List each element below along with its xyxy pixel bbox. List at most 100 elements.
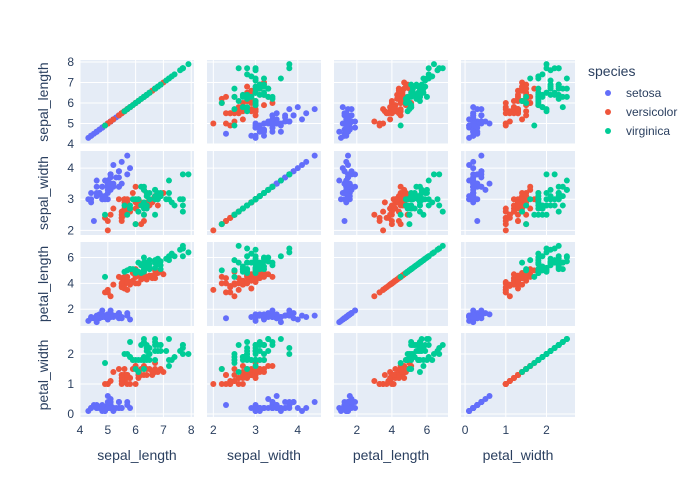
data-point-virginica bbox=[179, 202, 186, 209]
data-point-versicolor bbox=[223, 289, 229, 296]
data-point-virginica bbox=[252, 75, 259, 82]
data-point-versicolor bbox=[523, 108, 530, 115]
data-point-virginica bbox=[244, 339, 251, 345]
data-point-versicolor bbox=[519, 196, 526, 203]
points bbox=[85, 61, 192, 141]
data-point-virginica bbox=[179, 342, 186, 348]
data-point-setosa bbox=[273, 110, 280, 117]
data-point-virginica bbox=[555, 95, 562, 102]
data-point-virginica bbox=[555, 183, 562, 190]
data-point-setosa bbox=[273, 402, 280, 408]
data-point-versicolor bbox=[515, 106, 521, 113]
data-point-virginica bbox=[551, 171, 558, 178]
data-point-virginica bbox=[547, 81, 554, 88]
data-point-virginica bbox=[269, 95, 276, 102]
data-point-versicolor bbox=[223, 372, 229, 378]
data-point-setosa bbox=[265, 405, 272, 411]
data-point-virginica bbox=[265, 348, 272, 354]
data-point-virginica bbox=[252, 85, 259, 92]
data-point-versicolor bbox=[383, 381, 390, 387]
data-point-setosa bbox=[113, 405, 120, 411]
data-point-setosa bbox=[346, 180, 353, 187]
data-point-virginica bbox=[231, 354, 238, 360]
data-point-setosa bbox=[269, 128, 276, 135]
data-point-virginica bbox=[146, 351, 153, 357]
data-point-virginica bbox=[165, 257, 172, 264]
data-point-versicolor bbox=[376, 381, 383, 387]
data-point-versicolor bbox=[235, 381, 242, 387]
data-point-virginica bbox=[165, 336, 172, 342]
data-point-setosa bbox=[290, 399, 297, 405]
data-point-versicolor bbox=[502, 289, 509, 296]
data-point-versicolor bbox=[218, 381, 225, 387]
data-point-virginica bbox=[434, 196, 441, 203]
data-point-setosa bbox=[352, 124, 359, 131]
cell-petal_length-vs-sepal_width bbox=[207, 242, 321, 326]
data-point-setosa bbox=[478, 183, 485, 190]
data-point-virginica bbox=[185, 351, 192, 357]
data-point-setosa bbox=[273, 180, 280, 187]
data-point-versicolor bbox=[223, 218, 229, 224]
data-point-virginica bbox=[235, 369, 242, 375]
data-point-versicolor bbox=[383, 110, 390, 117]
data-point-setosa bbox=[88, 196, 95, 203]
data-point-virginica bbox=[286, 249, 293, 256]
data-point-virginica bbox=[261, 91, 267, 98]
data-point-virginica bbox=[146, 196, 153, 203]
data-point-virginica bbox=[551, 91, 558, 98]
data-point-setosa bbox=[345, 114, 352, 121]
data-point-setosa bbox=[339, 104, 346, 111]
data-point-virginica bbox=[277, 177, 284, 184]
data-point-virginica bbox=[402, 100, 409, 107]
data-point-setosa bbox=[470, 165, 477, 172]
legend-item-versicolor[interactable]: versicolor bbox=[605, 105, 677, 119]
points bbox=[466, 242, 570, 326]
data-point-versicolor bbox=[381, 199, 388, 206]
data-point-setosa bbox=[303, 405, 310, 411]
data-point-virginica bbox=[135, 369, 142, 375]
legend-item-setosa[interactable]: setosa bbox=[605, 86, 662, 100]
data-point-setosa bbox=[478, 118, 485, 125]
data-point-versicolor bbox=[256, 366, 263, 372]
data-point-setosa bbox=[104, 313, 111, 320]
y-axis-title-petal_length: petal_length bbox=[35, 246, 51, 322]
data-point-virginica bbox=[140, 211, 147, 218]
data-point-virginica bbox=[140, 254, 147, 261]
data-point-virginica bbox=[235, 242, 242, 249]
data-point-virginica bbox=[244, 202, 251, 209]
data-point-setosa bbox=[486, 393, 493, 399]
data-point-virginica bbox=[527, 196, 534, 203]
data-point-virginica bbox=[231, 211, 238, 218]
data-point-versicolor bbox=[239, 372, 246, 378]
data-point-virginica bbox=[543, 65, 550, 72]
y-tick-label: 2 bbox=[67, 223, 74, 237]
data-point-virginica bbox=[436, 245, 443, 252]
data-point-virginica bbox=[423, 93, 430, 100]
data-point-setosa bbox=[248, 405, 255, 411]
data-point-versicolor bbox=[376, 218, 383, 224]
data-point-virginica bbox=[152, 348, 159, 354]
data-point-versicolor bbox=[502, 284, 509, 291]
data-point-versicolor bbox=[523, 211, 530, 218]
data-point-virginica bbox=[218, 100, 225, 107]
data-point-setosa bbox=[470, 174, 477, 181]
data-point-versicolor bbox=[502, 218, 509, 224]
data-point-setosa bbox=[478, 112, 485, 119]
data-point-versicolor bbox=[132, 183, 139, 190]
data-point-virginica bbox=[535, 357, 542, 363]
data-point-versicolor bbox=[390, 279, 397, 286]
data-point-virginica bbox=[165, 363, 172, 369]
data-point-virginica bbox=[248, 199, 255, 206]
cell-petal_width-vs-petal_width bbox=[461, 333, 575, 417]
data-point-virginica bbox=[430, 351, 437, 357]
data-point-versicolor bbox=[248, 372, 255, 378]
data-point-setosa bbox=[277, 408, 284, 414]
cell-sepal_length-vs-petal_length bbox=[334, 60, 448, 145]
legend-item-virginica[interactable]: virginica bbox=[605, 124, 670, 138]
data-point-virginica bbox=[555, 255, 562, 262]
data-point-versicolor bbox=[227, 381, 234, 387]
data-point-setosa bbox=[341, 218, 348, 224]
data-point-virginica bbox=[179, 65, 186, 72]
data-point-setosa bbox=[470, 158, 477, 165]
points bbox=[85, 336, 192, 414]
